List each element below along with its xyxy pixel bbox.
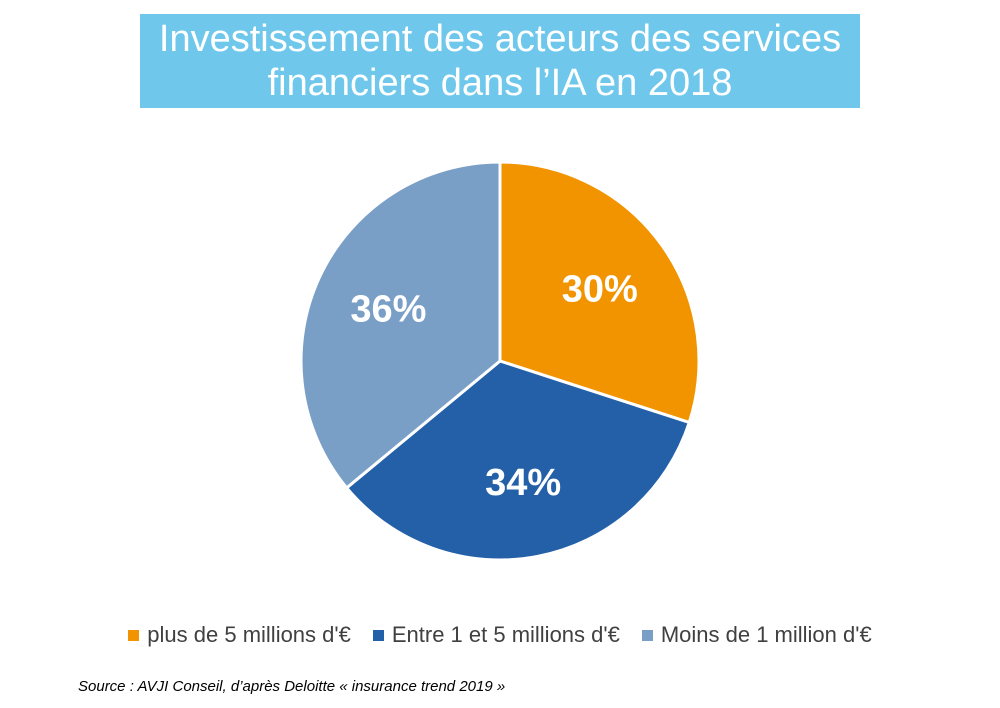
legend-swatch-2 (372, 629, 384, 641)
pie-slice-3 (299, 160, 502, 490)
pie-data-label-2: 34% (485, 462, 561, 504)
chart-title-box: Investissement des acteurs des services … (140, 14, 860, 108)
pie-data-label-3: 36% (350, 288, 426, 330)
legend-label-1: plus de 5 millions d'€ (147, 622, 351, 647)
pie-slice-2 (344, 359, 692, 562)
pie-slice-1 (498, 160, 701, 425)
legend-swatch-1 (128, 629, 140, 641)
legend-label-2: Entre 1 et 5 millions d'€ (391, 622, 620, 647)
legend-item-2: Entre 1 et 5 millions d'€ (372, 622, 620, 648)
chart-title: Investissement des acteurs des services … (158, 18, 842, 104)
pie-data-label-1: 30% (562, 268, 638, 310)
source-note: Source : AVJI Conseil, d’après Deloitte … (78, 678, 506, 695)
legend-item-1: plus de 5 millions d'€ (128, 622, 351, 648)
legend-swatch-3 (641, 629, 653, 641)
legend: plus de 5 millions d'€ Entre 1 et 5 mill… (0, 618, 1000, 652)
legend-item-3: Moins de 1 million d'€ (641, 622, 872, 648)
legend-label-3: Moins de 1 million d'€ (660, 622, 872, 647)
